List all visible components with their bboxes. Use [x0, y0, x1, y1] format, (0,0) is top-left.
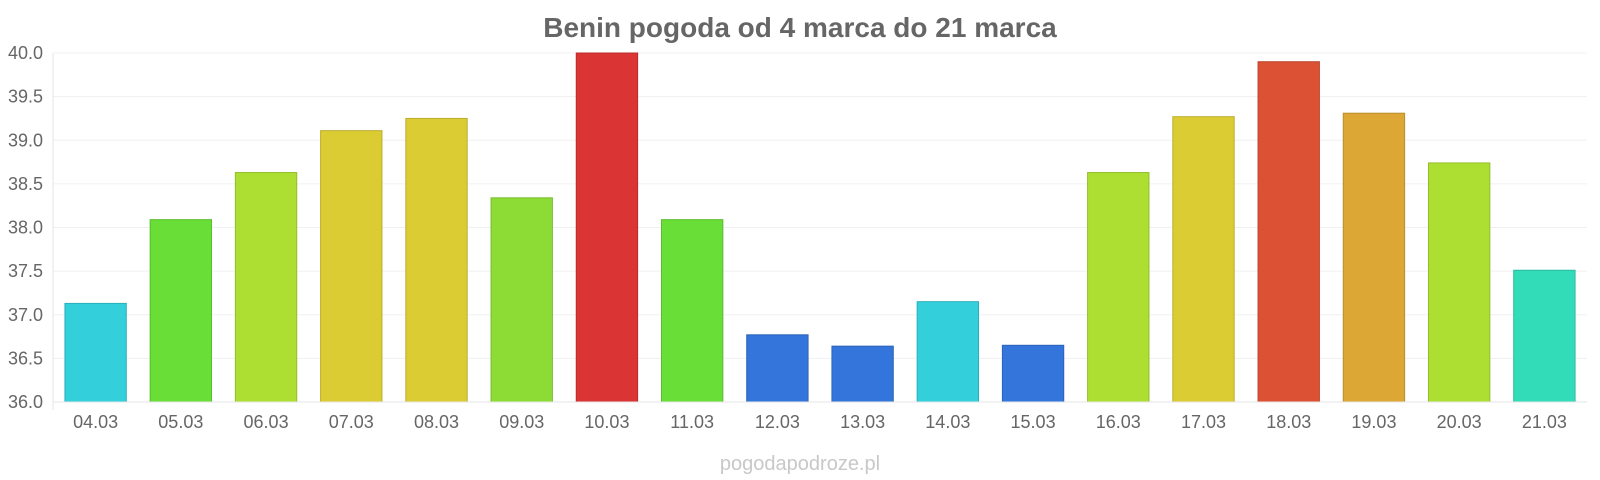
- watermark: pogodapodroze.pl: [720, 453, 880, 475]
- y-tick-label: 40.0: [8, 43, 43, 63]
- x-tick-label: 16.03: [1096, 412, 1141, 432]
- x-tick-label: 08.03: [414, 412, 459, 432]
- y-tick-label: 36.5: [8, 348, 43, 368]
- x-tick-label: 05.03: [158, 412, 203, 432]
- bar: [234, 172, 298, 403]
- x-tick-label: 15.03: [1011, 412, 1056, 432]
- x-tick-label: 09.03: [499, 412, 544, 432]
- y-tick-label: 36.0: [8, 392, 43, 412]
- bar: [320, 130, 383, 403]
- x-tick-label: 10.03: [584, 412, 629, 432]
- bar: [1342, 112, 1406, 403]
- bar: [149, 219, 213, 403]
- x-tick-label: 11.03: [670, 412, 714, 432]
- x-tick-label: 19.03: [1351, 412, 1396, 432]
- x-tick-label: 13.03: [840, 412, 885, 432]
- bar: [916, 301, 980, 403]
- x-axis: 04.03 05.03 06.03 07.03 08.03 09.03 10.03 11.03…: [53, 401, 1587, 432]
- x-tick-label: 12.03: [755, 412, 800, 432]
- x-tick-label: 17.03: [1181, 412, 1226, 432]
- x-tick-label: 20.03: [1437, 412, 1482, 432]
- y-tick-label: 38.5: [8, 174, 43, 194]
- x-tick-label: 21.03: [1522, 412, 1567, 432]
- x-tick-label: 06.03: [244, 412, 289, 432]
- bar: [1001, 344, 1065, 403]
- bar: [660, 219, 724, 403]
- bar: [1427, 162, 1491, 403]
- bar: [405, 117, 468, 403]
- bar: [1087, 172, 1150, 403]
- y-tick-label: 39.5: [8, 87, 43, 107]
- grid-lines: [53, 52, 1587, 403]
- bar: [1257, 61, 1320, 403]
- x-tick-label: 07.03: [329, 412, 374, 432]
- y-tick-label: 37.5: [8, 261, 43, 281]
- x-tick-label: 18.03: [1266, 412, 1311, 432]
- bar: [64, 302, 127, 403]
- x-tick-label: 14.03: [925, 412, 970, 432]
- bar: [831, 345, 894, 403]
- bar: [1172, 116, 1235, 403]
- y-axis: 36.0 36.5 37.0 37.5 38.0 38.5 39.0 39.5 40.0: [8, 43, 54, 412]
- bar: [575, 52, 639, 403]
- x-tick-label: 04.03: [73, 412, 118, 432]
- y-tick-label: 37.0: [8, 305, 43, 325]
- y-tick-label: 38.0: [8, 218, 43, 238]
- bar: [746, 334, 809, 403]
- bar: [490, 197, 553, 403]
- y-tick-label: 39.0: [8, 130, 43, 150]
- bar: [1513, 269, 1576, 403]
- chart-title: Benin pogoda od 4 marca do 21 marca: [543, 12, 1057, 43]
